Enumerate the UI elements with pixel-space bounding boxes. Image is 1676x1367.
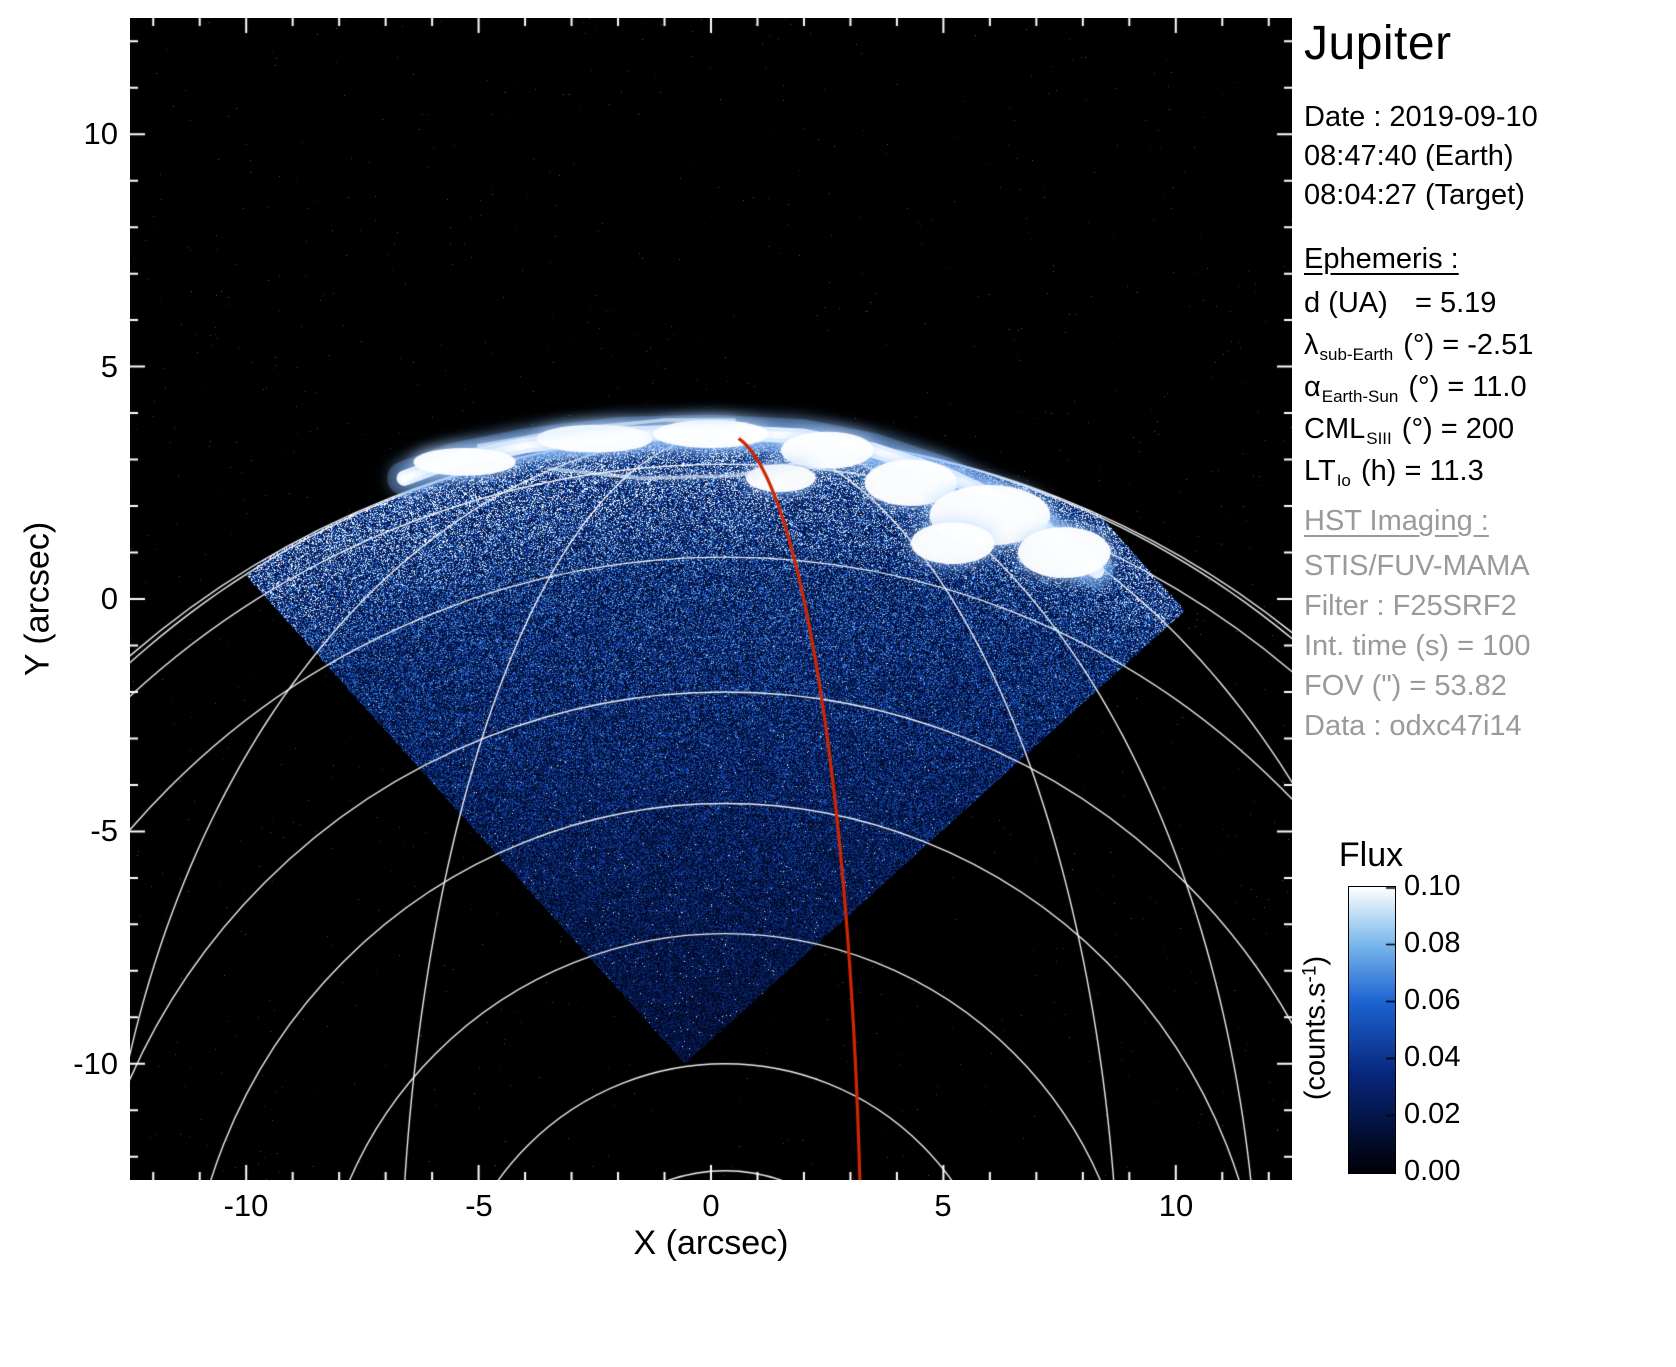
ephemeris-header: Ephemeris : [1304,243,1459,276]
y-tick-label: -10 [36,1044,118,1084]
quantity-subscript: SIII [1366,429,1392,448]
quantity-value: (°) = 200 [1394,413,1514,445]
quantity: d (UA) [1304,287,1388,319]
colorbar-tick-label: 0.02 [1404,1095,1504,1133]
colorbar-unit: (counts.s-1) [1300,956,1333,1100]
hst-filter: Filter : F25SRF2 [1304,586,1530,626]
ephemeris-row-distance: d (UA) = 5.19 [1304,284,1533,326]
quantity: α [1304,371,1321,403]
quantity-subscript: Earth-Sun [1322,387,1399,406]
ephemeris-row-sub-earth-lat: λsub-Earth (°) = -2.51 [1304,326,1533,368]
y-tick-label: 10 [36,114,118,154]
x-tick-label: 5 [934,1186,951,1226]
y-axis-title: Y (arcsec) [19,522,58,676]
quantity-subscript: sub-Earth [1320,345,1394,364]
colorbar-tick-label: 0.08 [1404,924,1504,962]
x-tick-label: -5 [465,1186,493,1226]
unit-exponent: -1 [1300,966,1321,983]
x-tick-label: 0 [702,1186,719,1226]
target-title: Jupiter [1304,16,1452,71]
hst-data-id: Data : odxc47i14 [1304,706,1530,746]
y-tick-label: 5 [36,347,118,387]
observation-time-target: 08:04:27 (Target) [1304,176,1538,215]
hst-integration-time: Int. time (s) = 100 [1304,626,1530,666]
quantity-value: (°) = -2.51 [1395,329,1533,361]
quantity-value: = 5.19 [1391,287,1497,319]
quantity: CML [1304,413,1365,445]
hst-fov: FOV (") = 53.82 [1304,666,1530,706]
observation-time-earth: 08:47:40 (Earth) [1304,137,1538,176]
observation-info: Date : 2019-09-10 08:47:40 (Earth) 08:04… [1304,98,1538,215]
observation-date: Date : 2019-09-10 [1304,98,1538,137]
quantity-subscript: Io [1337,471,1351,490]
unit-close: ) [1300,956,1332,966]
colorbar-title: Flux [1339,836,1403,875]
aurora-image-canvas [130,18,1292,1180]
x-tick-label: -10 [224,1186,269,1226]
colorbar-gradient [1348,886,1396,1174]
colorbar-tick-label: 0.06 [1404,981,1504,1019]
hst-instrument: STIS/FUV-MAMA [1304,546,1530,586]
unit-text: (counts.s [1300,982,1332,1100]
x-tick-label: 10 [1159,1186,1193,1226]
ephemeris-row-cml: CMLSIII (°) = 200 [1304,410,1533,452]
ephemeris-row-phase-angle: αEarth-Sun (°) = 11.0 [1304,368,1533,410]
colorbar-tick-label: 0.04 [1404,1038,1504,1076]
x-axis-title: X (arcsec) [634,1224,789,1263]
quantity: λ [1304,329,1319,361]
quantity-value: (°) = 11.0 [1400,371,1526,403]
ephemeris-row-io-local-time: LTIo (h) = 11.3 [1304,452,1533,494]
colorbar-tick-label: 0.00 [1404,1152,1504,1190]
hst-imaging-header: HST Imaging : [1304,505,1489,538]
y-tick-label: -5 [36,811,118,851]
figure-page: -10 -5 0 5 10 10 5 0 -5 -10 X (arcsec) Y… [0,0,1676,1367]
ephemeris-list: d (UA) = 5.19 λsub-Earth (°) = -2.51 αEa… [1304,284,1533,494]
colorbar-tick-label: 0.10 [1404,867,1504,905]
hst-imaging-list: STIS/FUV-MAMA Filter : F25SRF2 Int. time… [1304,546,1530,746]
quantity: LT [1304,455,1336,487]
quantity-value: (h) = 11.3 [1353,455,1484,487]
